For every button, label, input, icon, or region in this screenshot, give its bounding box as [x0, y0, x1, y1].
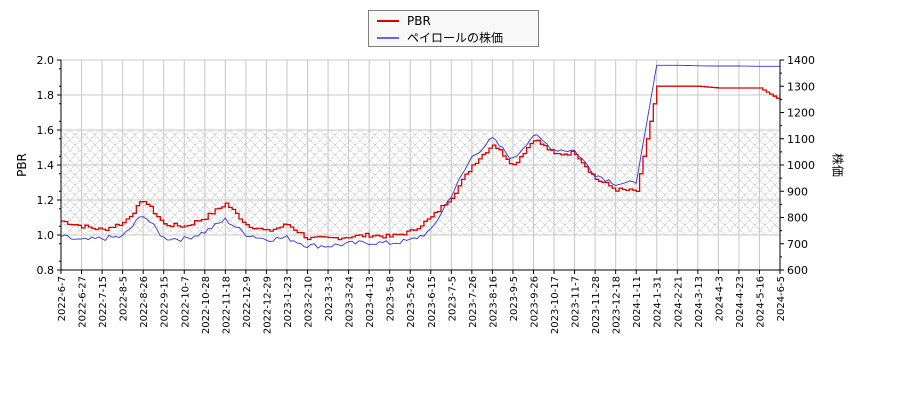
pbr-line-swatch-icon [377, 19, 399, 22]
legend-item-price: ペイロールの株価 [369, 29, 503, 46]
svg-text:1.6: 1.6 [37, 124, 55, 137]
svg-text:1400: 1400 [787, 54, 815, 67]
svg-text:2022-10-28: 2022-10-28 [201, 276, 212, 334]
svg-text:2023-9-26: 2023-9-26 [530, 276, 541, 328]
svg-text:2024-1-11: 2024-1-11 [632, 276, 643, 328]
svg-text:1200: 1200 [787, 107, 815, 120]
svg-text:2022-9-15: 2022-9-15 [160, 276, 171, 328]
pbr-line [61, 85, 780, 241]
svg-text:2023-9-5: 2023-9-5 [509, 276, 520, 321]
svg-text:1.8: 1.8 [37, 89, 55, 102]
gridlines [60, 59, 781, 271]
svg-text:1.4: 1.4 [37, 159, 55, 172]
svg-text:2022-7-15: 2022-7-15 [98, 276, 109, 328]
svg-text:2022-8-26: 2022-8-26 [139, 276, 150, 328]
svg-text:2023-5-8: 2023-5-8 [386, 276, 397, 321]
svg-text:2022-12-9: 2022-12-9 [242, 276, 253, 328]
svg-text:2024-3-13: 2024-3-13 [694, 276, 705, 328]
svg-text:1.2: 1.2 [37, 194, 55, 207]
right-axis-ticks: 1400 1300 1200 1100 1000 900 800 700 600 [780, 54, 815, 277]
svg-text:2.0: 2.0 [37, 54, 55, 67]
series-lines [61, 64, 780, 249]
svg-text:2024-4-23: 2024-4-23 [735, 276, 746, 328]
x-axis-ticks: 2022-6-7 2022-6-27 2022-7-15 2022-8-5 2022-8… [57, 270, 787, 334]
svg-text:0.8: 0.8 [37, 264, 55, 277]
svg-text:1300: 1300 [787, 80, 815, 93]
svg-text:900: 900 [787, 185, 808, 198]
svg-text:2023-12-18: 2023-12-18 [612, 276, 623, 334]
svg-text:2023-11-7: 2023-11-7 [571, 276, 582, 328]
legend-label-price: ペイロールの株価 [407, 31, 504, 45]
right-axis-label: 株価 [830, 152, 845, 178]
svg-text:2023-4-13: 2023-4-13 [365, 276, 376, 328]
price-line-swatch-icon [377, 36, 399, 39]
svg-text:2024-1-31: 2024-1-31 [653, 276, 664, 328]
legend-item-pbr: PBR [369, 12, 431, 29]
legend-label-pbr: PBR [407, 13, 431, 28]
svg-text:2024-2-21: 2024-2-21 [673, 276, 684, 328]
price-line [61, 64, 780, 249]
svg-text:2022-10-7: 2022-10-7 [180, 276, 191, 328]
svg-text:2022-8-5: 2022-8-5 [119, 276, 130, 321]
svg-text:2023-7-5: 2023-7-5 [447, 276, 458, 321]
svg-text:600: 600 [787, 264, 808, 277]
svg-text:1000: 1000 [787, 159, 815, 172]
svg-text:2023-7-26: 2023-7-26 [468, 276, 479, 328]
svg-text:2024-5-16: 2024-5-16 [756, 276, 767, 328]
svg-text:2023-11-28: 2023-11-28 [591, 276, 602, 334]
svg-text:2023-2-10: 2023-2-10 [304, 276, 315, 328]
svg-text:2023-3-3: 2023-3-3 [324, 276, 335, 321]
svg-text:2024-4-3: 2024-4-3 [714, 276, 725, 321]
left-axis-ticks: 2.0 1.8 1.6 1.4 1.2 1.0 0.8 [37, 54, 61, 277]
svg-text:2023-10-17: 2023-10-17 [550, 276, 561, 334]
svg-text:1.0: 1.0 [37, 229, 55, 242]
svg-text:2024-6-5: 2024-6-5 [776, 276, 787, 321]
svg-text:700: 700 [787, 238, 808, 251]
svg-text:1100: 1100 [787, 133, 815, 146]
svg-text:2022-12-29: 2022-12-29 [262, 276, 273, 334]
svg-text:2023-1-23: 2023-1-23 [283, 276, 294, 328]
svg-text:2023-3-24: 2023-3-24 [345, 276, 356, 328]
svg-text:2022-6-7: 2022-6-7 [57, 276, 68, 321]
shaded-band [61, 130, 780, 235]
svg-text:2022-6-27: 2022-6-27 [78, 276, 89, 328]
svg-text:800: 800 [787, 212, 808, 225]
left-axis-label: PBR [14, 153, 29, 177]
svg-text:2023-8-16: 2023-8-16 [488, 276, 499, 328]
svg-text:2023-6-15: 2023-6-15 [427, 276, 438, 328]
legend: PBR ペイロールの株価 [368, 10, 539, 47]
svg-text:2023-5-26: 2023-5-26 [406, 276, 417, 328]
svg-text:2022-11-18: 2022-11-18 [221, 276, 232, 334]
